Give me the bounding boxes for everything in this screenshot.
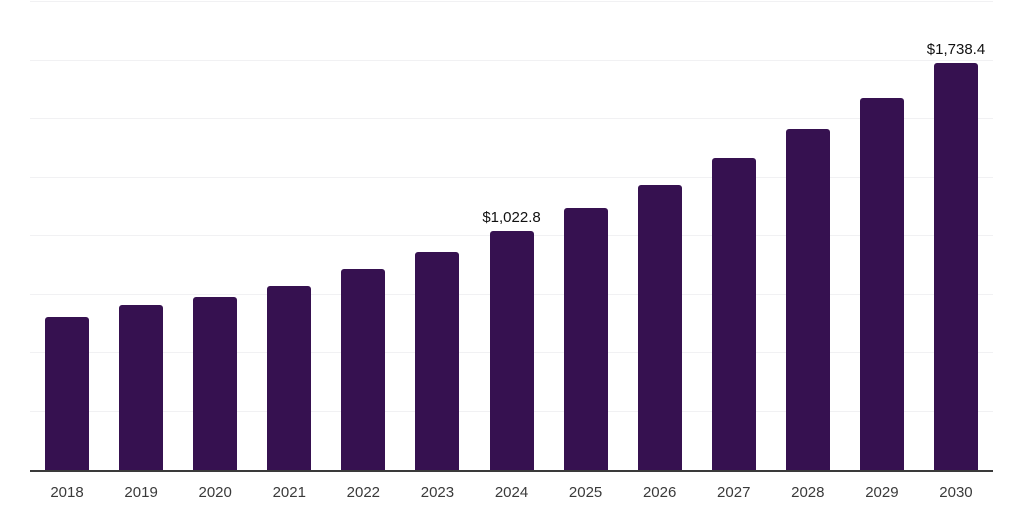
bar-slot-2029 (845, 2, 919, 470)
bar-slot-2018 (30, 2, 104, 470)
bar-slot-2027 (697, 2, 771, 470)
bar-2026 (637, 185, 682, 470)
bar-2022 (341, 268, 386, 470)
gridline-1500 (30, 118, 993, 119)
bar-slot-2023 (400, 2, 474, 470)
bar-slot-2020 (178, 2, 252, 470)
bar-slot-2021 (252, 2, 326, 470)
x-tick-label-2028: 2028 (791, 484, 825, 501)
bar-2024 (489, 230, 534, 470)
x-axis: 2018 2019 2020 2021 2022 2023 2024 2025 2026 2027… (30, 484, 993, 502)
plot-area: $1,022.8 $1,738.4 (30, 1, 993, 472)
x-tick-label-2023: 2023 (420, 484, 455, 501)
x-tick-label-2025: 2025 (568, 484, 603, 501)
x-tick-label-2019: 2019 (124, 484, 158, 501)
bars-row: $1,022.8 $1,738.4 (30, 2, 993, 470)
bar-2021 (267, 285, 312, 470)
gridline-1250 (30, 176, 993, 178)
bar-value-label-2024: $1,022.8 (482, 208, 541, 226)
gridline-1750 (30, 59, 993, 61)
gridline-2000 (30, 1, 993, 2)
x-tick-label-2018: 2018 (50, 484, 84, 501)
x-tick-label-2020: 2020 (198, 484, 232, 501)
bar-value-label-2030: $1,738.4 (926, 41, 986, 59)
x-tick-label-2027: 2027 (717, 484, 751, 501)
bar-slot-2030: $1,738.4 (919, 2, 993, 470)
bar-slot-2028 (771, 2, 845, 470)
bar-2019 (119, 304, 164, 470)
bar-2029 (859, 98, 904, 470)
bar-2018 (45, 316, 90, 470)
x-tick-label-2030: 2030 (939, 484, 973, 501)
bar-2028 (785, 129, 830, 470)
bar-slot-2022 (326, 2, 400, 470)
bar-2020 (193, 296, 238, 470)
x-tick-label-2024: 2024 (494, 484, 529, 501)
bar-slot-2019 (104, 2, 178, 470)
bar-2027 (711, 158, 756, 470)
bar-2023 (415, 251, 460, 470)
bar-slot-2026 (623, 2, 697, 470)
bar-slot-2024: $1,022.8 (474, 2, 548, 470)
bar-2025 (563, 208, 608, 470)
x-tick-label-2021: 2021 (272, 484, 306, 501)
bar-2030 (933, 63, 978, 470)
x-tick-label-2022: 2022 (346, 484, 381, 501)
bar-slot-2025 (549, 2, 623, 470)
x-tick-label-2026: 2026 (642, 484, 677, 501)
x-tick-label-2029: 2029 (865, 484, 899, 501)
